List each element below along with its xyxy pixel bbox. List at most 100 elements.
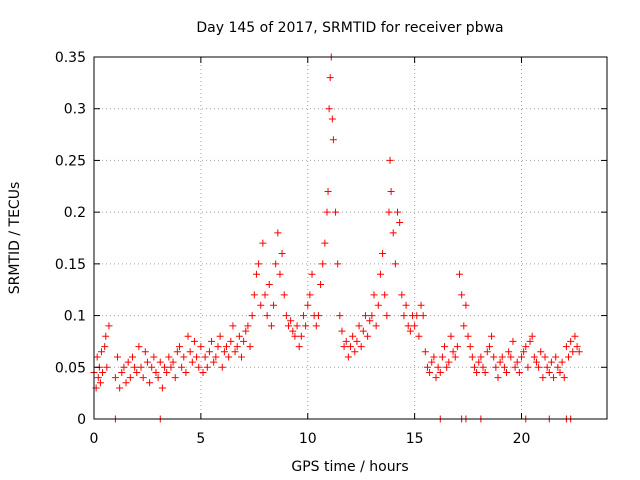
data-point [323, 208, 331, 216]
data-point [165, 353, 173, 361]
x-tick-label: 15 [406, 431, 424, 447]
data-point [518, 353, 525, 361]
data-point [560, 374, 568, 382]
data-point [210, 358, 218, 366]
data-point [128, 353, 136, 361]
data-point [473, 368, 481, 376]
data-point [381, 291, 389, 299]
data-point [105, 322, 113, 330]
data-point [458, 291, 466, 299]
data-point [137, 363, 145, 371]
data-point [541, 353, 549, 361]
data-point [118, 368, 126, 376]
x-tick-label: 0 [90, 431, 99, 447]
data-point [453, 343, 461, 351]
data-point [237, 353, 245, 361]
data-point [400, 312, 408, 320]
data-point [430, 353, 438, 361]
data-point [299, 312, 307, 320]
data-point [270, 301, 278, 309]
data-point [178, 363, 186, 371]
data-point [250, 291, 258, 299]
data-point [171, 374, 179, 382]
y-tick-label: 0.35 [55, 50, 86, 66]
data-point [428, 358, 436, 366]
data-point [426, 368, 434, 376]
data-point [492, 363, 500, 371]
data-point [464, 332, 472, 340]
data-point [451, 353, 459, 361]
data-point [156, 358, 164, 366]
data-point [500, 363, 508, 371]
data-point [441, 343, 449, 351]
data-point [96, 379, 104, 387]
chart-title: Day 145 of 2017, SRMTID for receiver pbw… [196, 20, 503, 36]
data-point [468, 353, 476, 361]
data-point [212, 353, 220, 361]
data-point [276, 270, 284, 278]
y-tick-label: 0.15 [55, 257, 86, 273]
data-point [488, 332, 496, 340]
data-point [102, 332, 110, 340]
data-point [485, 343, 493, 351]
data-point [411, 322, 419, 330]
data-point [520, 348, 528, 356]
data-point [436, 368, 444, 376]
data-point [103, 363, 111, 371]
data-point [278, 250, 286, 258]
data-point [532, 358, 540, 366]
data-point [344, 353, 352, 361]
data-point [503, 368, 511, 376]
data-point [257, 301, 265, 309]
data-point [195, 363, 203, 371]
data-point [394, 208, 402, 216]
data-point [114, 353, 122, 361]
data-point [282, 312, 290, 320]
data-point [227, 337, 235, 345]
data-point [139, 374, 147, 382]
data-point [490, 353, 498, 361]
y-tick-label: 0.2 [64, 205, 86, 221]
data-point [180, 353, 188, 361]
data-point [302, 322, 310, 330]
data-point [387, 187, 395, 195]
data-point [475, 358, 483, 366]
data-point [120, 363, 128, 371]
data-point [569, 348, 577, 356]
data-point [319, 260, 327, 268]
data-point [176, 343, 183, 351]
data-point [332, 208, 340, 216]
data-point [163, 368, 171, 376]
data-point [406, 327, 414, 335]
data-point [182, 368, 190, 376]
data-point [385, 208, 393, 216]
data-point [396, 218, 404, 226]
data-point [443, 363, 451, 371]
data-point [255, 260, 263, 268]
data-point [133, 368, 141, 376]
data-point [515, 368, 523, 376]
data-point [404, 322, 412, 330]
data-point [528, 332, 536, 340]
data-point [383, 312, 391, 320]
data-point [203, 363, 211, 371]
data-point [94, 374, 102, 382]
data-point [340, 343, 348, 351]
ticks-layer [93, 56, 607, 420]
data-point [150, 353, 158, 361]
data-point [122, 379, 130, 387]
data-point [477, 353, 485, 361]
data-point [317, 281, 325, 289]
data-point [259, 239, 267, 247]
y-tick-label: 0 [77, 412, 86, 428]
data-point [216, 332, 224, 340]
data-point [530, 353, 538, 361]
data-point [522, 343, 530, 351]
tick-labels-layer: 0 5 10 15 20 0 0.05 0.1 0.15 0.2 0.25 0.3 0.35 [55, 50, 531, 447]
data-point [460, 322, 468, 330]
data-point [456, 270, 464, 278]
data-point [447, 332, 455, 340]
data-point [361, 312, 369, 320]
data-point [143, 358, 151, 366]
